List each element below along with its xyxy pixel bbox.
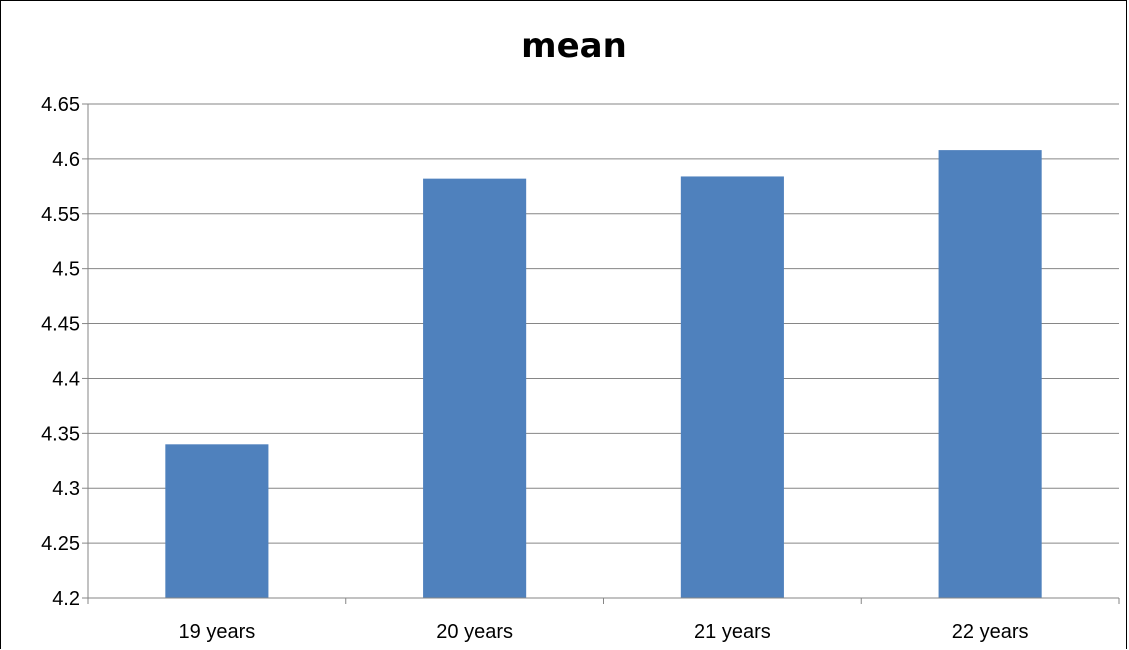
y-tick-label: 4.4 — [52, 368, 80, 390]
x-tick-label: 19 years — [179, 621, 256, 643]
y-tick-label: 4.3 — [52, 478, 80, 500]
bar — [165, 444, 269, 598]
y-axis-ticks: 4.2 4.25 4.3 4.35 4.4 4.45 4.5 4.55 4.6 4.65 — [41, 94, 88, 610]
y-tick-label: 4.35 — [41, 423, 80, 445]
x-tick-label: 22 years — [952, 621, 1029, 643]
y-tick-label: 4.55 — [41, 204, 80, 226]
y-tick-label: 4.5 — [52, 259, 80, 281]
x-tick-label: 21 years — [694, 621, 771, 643]
bar — [680, 176, 784, 598]
x-tick-label: 20 years — [436, 621, 513, 643]
bars — [165, 150, 1042, 598]
bar — [423, 178, 527, 598]
y-tick-label: 4.45 — [41, 314, 80, 336]
x-axis-labels: 19 years 20 years 21 years 22 years — [179, 621, 1029, 643]
y-tick-label: 4.2 — [52, 588, 80, 610]
bar — [938, 150, 1042, 598]
chart-title: mean — [521, 26, 627, 66]
y-tick-label: 4.25 — [41, 533, 80, 555]
y-tick-label: 4.65 — [41, 94, 80, 116]
axes — [87, 104, 1120, 604]
y-tick-label: 4.6 — [52, 149, 80, 171]
